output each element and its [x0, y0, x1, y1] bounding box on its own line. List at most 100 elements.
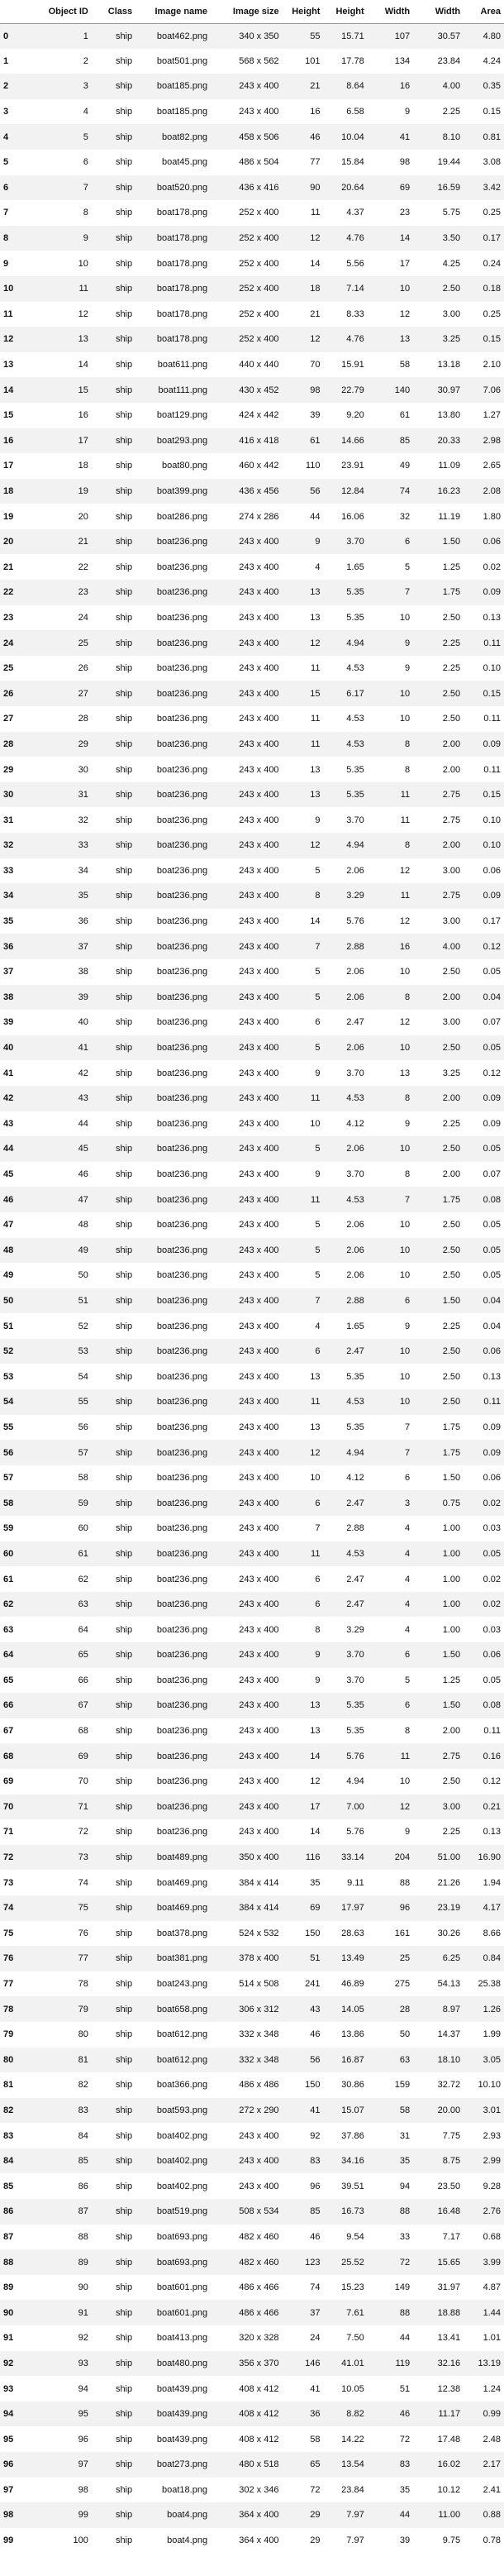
- height-px-cell: 10: [310, 1118, 321, 1129]
- width-px-cell: 9: [405, 1827, 411, 1838]
- height-pct-cell: 16.06: [341, 511, 364, 522]
- class-cell: ship: [115, 511, 133, 522]
- image-size-cell: 486 x 466: [239, 2282, 279, 2293]
- width-px-cell: 159: [394, 2080, 411, 2091]
- image-size-cell: 356 x 370: [239, 2358, 279, 2368]
- image-name-cell: boat462.png: [156, 31, 208, 41]
- height-px-cell: 14: [310, 1827, 321, 1838]
- table-row: 10 11 ship boat178.png 252 x 400 18 7.14 10 2.50…: [0, 275, 504, 302]
- image-size-cell: 243 x 400: [239, 1017, 279, 1028]
- image-size-cell: 243 x 400: [239, 865, 279, 876]
- width-pct-cell: 2.50: [442, 1220, 461, 1231]
- row-index: 14: [3, 385, 14, 395]
- width-px-cell: 23: [399, 208, 411, 218]
- image-size-cell: 458 x 506: [239, 131, 279, 142]
- table-row: 42 43 ship boat236.png 243 x 400 11 4.53 8 2.00 0…: [0, 1085, 504, 1111]
- image-size-cell: 243 x 400: [239, 1523, 279, 1534]
- row-index: 75: [3, 1928, 14, 1938]
- height-pct-cell: 7.61: [346, 2307, 364, 2318]
- height-px-cell: 5: [315, 1144, 321, 1154]
- table-row: 60 61 ship boat236.png 243 x 400 11 4.53 4 1.00 0…: [0, 1541, 504, 1567]
- object-id-cell: 17: [78, 435, 88, 446]
- table-row: 80 81 ship boat612.png 332 x 348 56 16.87 63 18.…: [0, 2047, 504, 2073]
- height-px-cell: 11: [311, 714, 321, 724]
- image-size-cell: 243 x 400: [239, 562, 279, 572]
- row-index: 55: [3, 1422, 14, 1432]
- height-px-cell: 12: [310, 233, 321, 244]
- area-cell: 0.35: [483, 81, 501, 92]
- area-cell: 0.02: [483, 1599, 501, 1610]
- width-pct-cell: 15.65: [437, 2257, 461, 2268]
- row-index: 10: [3, 284, 14, 294]
- object-id-cell: 60: [78, 1523, 88, 1534]
- height-px-cell: 65: [310, 2459, 321, 2470]
- image-size-cell: 243 x 400: [239, 537, 279, 547]
- width-px-cell: 13: [399, 1068, 411, 1078]
- class-cell: ship: [115, 2383, 133, 2394]
- row-index: 95: [3, 2434, 14, 2445]
- image-name-cell: boat236.png: [156, 587, 208, 598]
- image-name-cell: boat236.png: [156, 865, 208, 876]
- object-id-cell: 16: [78, 410, 88, 421]
- width-pct-cell: 2.75: [442, 815, 461, 825]
- height-pct-cell: 3.70: [346, 537, 364, 547]
- width-px-cell: 8: [405, 1726, 411, 1737]
- object-id-cell: 81: [78, 2054, 88, 2065]
- image-size-cell: 243 x 400: [239, 2130, 279, 2141]
- image-size-cell: 350 x 400: [239, 1852, 279, 1863]
- area-cell: 1.26: [483, 2004, 501, 2014]
- class-cell: ship: [115, 916, 133, 927]
- width-px-cell: 7: [405, 1422, 411, 1432]
- width-pct-cell: 19.44: [437, 157, 461, 168]
- class-cell: ship: [115, 308, 133, 319]
- height-pct-cell: 41.01: [341, 2358, 364, 2368]
- width-px-cell: 9: [405, 1321, 411, 1331]
- image-name-cell: boat439.png: [156, 2434, 208, 2445]
- object-id-cell: 65: [78, 1650, 88, 1661]
- width-pct-cell: 11.09: [438, 461, 461, 471]
- height-pct-cell: 28.63: [341, 1928, 364, 1938]
- width-pct-cell: 2.50: [442, 1270, 461, 1281]
- object-id-cell: 58: [78, 1473, 88, 1484]
- object-id-cell: 82: [78, 2080, 88, 2091]
- image-size-cell: 243 x 400: [239, 764, 279, 775]
- height-pct-cell: 4.53: [346, 1548, 364, 1559]
- table-row: 76 77 ship boat381.png 378 x 400 51 13.49 25 6.2…: [0, 1946, 504, 1971]
- image-size-cell: 243 x 400: [239, 1650, 279, 1661]
- table-row: 92 93 ship boat480.png 356 x 370 146 41.01 119 3…: [0, 2350, 504, 2377]
- width-pct-cell: 6.25: [442, 1953, 461, 1964]
- width-px-cell: 161: [394, 1928, 411, 1938]
- object-id-cell: 86: [78, 2181, 88, 2191]
- image-size-cell: 568 x 562: [239, 55, 279, 66]
- image-size-cell: 384 x 414: [239, 1903, 279, 1914]
- table-row: 28 29 ship boat236.png 243 x 400 11 4.53 8 2.00 0…: [0, 731, 504, 758]
- class-cell: ship: [115, 1321, 133, 1331]
- image-size-cell: 364 x 400: [239, 2535, 279, 2546]
- height-pct-cell: 5.76: [346, 1827, 364, 1838]
- height-px-cell: 18: [310, 284, 321, 294]
- image-name-cell: boat82.png: [162, 131, 208, 142]
- height-px-cell: 85: [310, 2206, 321, 2217]
- image-name-cell: boat178.png: [156, 233, 208, 244]
- image-name-cell: boat185.png: [156, 107, 208, 117]
- height-px-cell: 5: [315, 967, 321, 977]
- class-cell: ship: [115, 1903, 133, 1914]
- object-id-cell: 52: [78, 1321, 88, 1331]
- width-pct-cell: 2.50: [442, 967, 461, 977]
- row-index: 92: [3, 2358, 14, 2368]
- image-size-cell: 514 x 508: [239, 1979, 279, 1990]
- image-size-cell: 408 x 412: [239, 2409, 279, 2420]
- class-cell: ship: [115, 2181, 133, 2191]
- area-cell: 0.11: [483, 764, 501, 775]
- width-px-cell: 4: [405, 1624, 411, 1635]
- area-cell: 0.05: [483, 1548, 501, 1559]
- row-index: 76: [3, 1953, 14, 1964]
- height-px-cell: 16: [310, 107, 321, 117]
- height-pct-cell: 2.47: [346, 1574, 364, 1584]
- image-size-cell: 243 x 400: [239, 1144, 279, 1154]
- image-size-cell: 243 x 400: [239, 1776, 279, 1787]
- object-id-cell: 90: [78, 2282, 88, 2293]
- height-px-cell: 9: [315, 1068, 321, 1078]
- width-px-cell: 98: [399, 157, 411, 168]
- width-px-cell: 9: [405, 107, 411, 117]
